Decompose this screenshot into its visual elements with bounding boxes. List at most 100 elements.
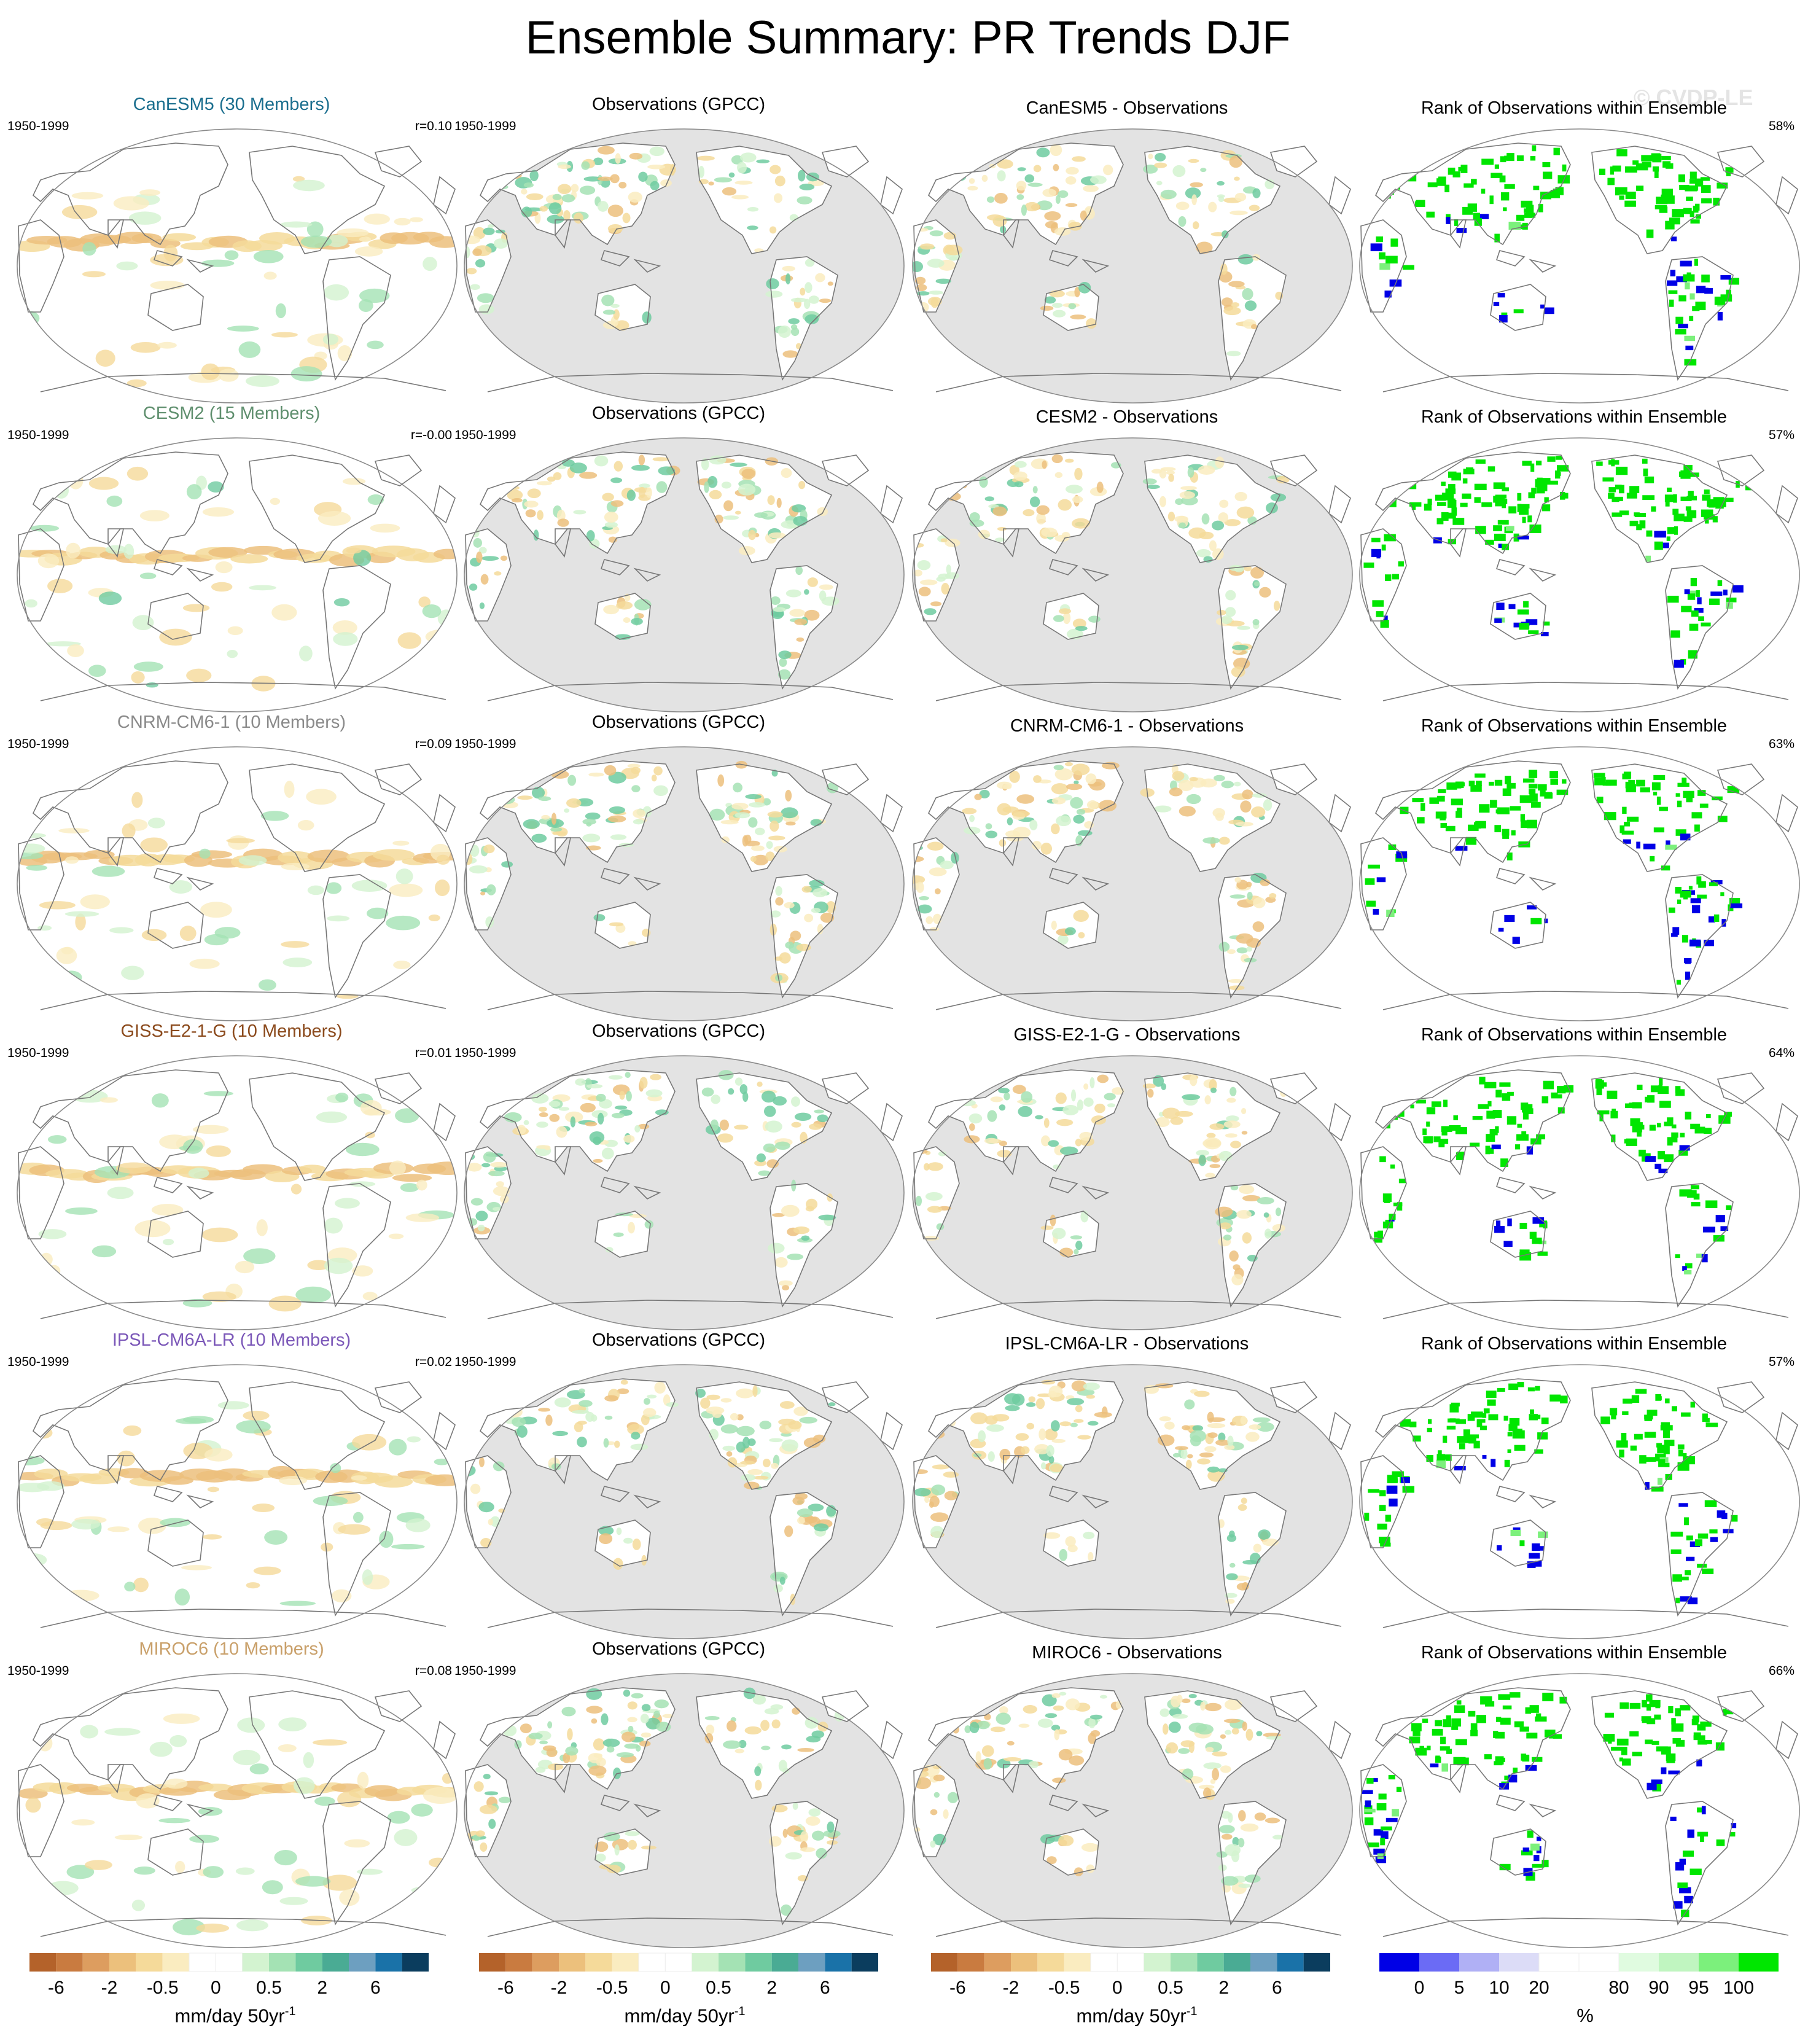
correlation-label: r=0.10 xyxy=(415,119,452,133)
model-map xyxy=(17,746,458,1021)
diff-map xyxy=(912,128,1353,404)
colorbar-swatch xyxy=(1499,1953,1539,1972)
colorbar-tick-label: -6 xyxy=(497,1978,514,1998)
colorbar-swatch xyxy=(402,1953,429,1972)
obs-panel-title: Observations (GPCC) xyxy=(591,712,765,732)
obs-panel-title: Observations (GPCC) xyxy=(591,1639,765,1659)
colorbar-tick-label: -2 xyxy=(551,1978,567,1998)
model-panel-title: IPSL-CM6A-LR (10 Members) xyxy=(112,1330,351,1350)
colorbar-tick-label: 80 xyxy=(1608,1978,1629,1998)
colorbar-tick-label: 20 xyxy=(1529,1978,1549,1998)
diff-map xyxy=(912,1055,1353,1330)
trend-colorbar: -6 -2 -0.5 0 0.5 2 6 mm/day 50yr-1 xyxy=(29,1952,441,2027)
colorbar-tick-label: -0.5 xyxy=(596,1978,628,1998)
panel-obs-row5: Observations (GPCC) 1950-1999 xyxy=(454,1330,905,1641)
period-label: 1950-1999 xyxy=(454,119,516,133)
panel-diff-row6: MIROC6 - Observations xyxy=(903,1643,1353,1950)
colorbar-tick-label: 0 xyxy=(1414,1978,1425,1998)
colorbar-swatch xyxy=(798,1953,825,1972)
model-map xyxy=(17,1364,458,1639)
model-panel-title: CESM2 (15 Members) xyxy=(142,404,321,423)
colorbar-swatch xyxy=(585,1953,612,1972)
colorbar-swatch xyxy=(322,1953,349,1972)
colorbar-swatch xyxy=(269,1953,296,1972)
rank-percent-label: 57% xyxy=(1768,428,1795,442)
period-label: 1950-1999 xyxy=(7,1046,69,1060)
colorbar-swatch xyxy=(532,1953,559,1972)
colorbar-tick-label: 6 xyxy=(370,1978,381,1998)
period-label: 1950-1999 xyxy=(7,1355,69,1369)
obs-panel-title: Observations (GPCC) xyxy=(591,1021,765,1041)
colorbar-swatch xyxy=(1303,1953,1330,1972)
colorbar-unit: mm/day 50yr-1 xyxy=(1076,2005,1198,2027)
colorbar-swatch xyxy=(505,1953,532,1972)
colorbar-swatch xyxy=(1011,1953,1038,1972)
colorbar-tick-label: 6 xyxy=(1272,1978,1282,1998)
colorbar-tick-label: 0.5 xyxy=(256,1978,282,1998)
colorbar-swatch xyxy=(1739,1953,1779,1972)
panel-model-row5: IPSL-CM6A-LR (10 Members) 1950-1999 r=0.02 xyxy=(7,1330,458,1641)
colorbar-swatch xyxy=(1277,1953,1304,1972)
colorbar-swatch xyxy=(1379,1953,1419,1972)
colorbar-swatch xyxy=(1197,1953,1224,1972)
colorbar-tick-label: 2 xyxy=(1218,1978,1229,1998)
rank-percent-label: 57% xyxy=(1768,1355,1795,1369)
diff-panel-title: GISS-E2-1-G - Observations xyxy=(1013,1025,1241,1045)
panel-rank-row4: Rank of Observations within Ensemble 64% xyxy=(1350,1025,1800,1332)
diff-panel-title: MIROC6 - Observations xyxy=(1032,1643,1222,1663)
colorbar-swatch xyxy=(189,1952,216,1972)
colorbar-swatch xyxy=(1538,1952,1580,1972)
colorbar-unit: mm/day 50yr-1 xyxy=(174,2005,296,2027)
rank-panel-title: Rank of Observations within Ensemble xyxy=(1420,407,1728,427)
model-panel-title: CNRM-CM6-1 (10 Members) xyxy=(117,712,346,732)
obs-map xyxy=(464,128,905,404)
model-map xyxy=(17,1055,458,1330)
trend-colorbar: -6 -2 -0.5 0 0.5 2 6 mm/day 50yr-1 xyxy=(479,1952,890,2027)
diff-panel-title: IPSL-CM6A-LR - Observations xyxy=(1005,1334,1249,1354)
panel-rank-row3: Rank of Observations within Ensemble 63% xyxy=(1350,716,1800,1023)
colorbar-swatch xyxy=(1116,1952,1145,1972)
panel-model-row2: CESM2 (15 Members) 1950-1999 r=-0.00 xyxy=(7,404,458,714)
colorbar-swatch xyxy=(29,1953,57,1972)
diff-panel-title: CESM2 - Observations xyxy=(1035,407,1218,427)
rank-panel-title: Rank of Observations within Ensemble xyxy=(1420,1025,1728,1045)
panel-obs-row6: Observations (GPCC) 1950-1999 xyxy=(454,1639,905,1950)
rank-panel-title: Rank of Observations within Ensemble xyxy=(1420,1334,1728,1354)
panel-rank-row1: Rank of Observations within Ensemble 58% xyxy=(1350,98,1800,405)
colorbar-swatch xyxy=(638,1952,666,1972)
rank-percent-label: 58% xyxy=(1768,119,1795,133)
colorbar-swatch xyxy=(162,1953,189,1972)
model-map xyxy=(17,437,458,712)
panel-diff-row4: GISS-E2-1-G - Observations xyxy=(903,1025,1353,1332)
period-label: 1950-1999 xyxy=(7,119,69,133)
colorbar-swatch xyxy=(771,1953,798,1972)
panel-rank-row5: Rank of Observations within Ensemble 57% xyxy=(1350,1334,1800,1641)
rank-map xyxy=(1359,746,1800,1021)
colorbar-tick-label: 0 xyxy=(1112,1978,1123,1998)
period-label: 1950-1999 xyxy=(454,428,516,442)
obs-panel-title: Observations (GPCC) xyxy=(591,1330,765,1350)
colorbar-swatch xyxy=(1144,1953,1171,1972)
obs-map xyxy=(464,1055,905,1330)
rank-percent-label: 66% xyxy=(1768,1664,1795,1678)
obs-panel-title: Observations (GPCC) xyxy=(591,95,765,114)
colorbar-tick-label: -0.5 xyxy=(1048,1978,1080,1998)
colorbar-tick-label: 0.5 xyxy=(1158,1978,1183,1998)
panel-obs-row3: Observations (GPCC) 1950-1999 xyxy=(454,712,905,1023)
obs-map xyxy=(464,746,905,1021)
model-map xyxy=(17,1673,458,1948)
correlation-label: r=0.08 xyxy=(415,1664,452,1678)
period-label: 1950-1999 xyxy=(7,428,69,442)
colorbar-tick-label: -2 xyxy=(1003,1978,1019,1998)
diff-map xyxy=(912,437,1353,712)
colorbar-tick-label: 0 xyxy=(660,1978,671,1998)
colorbar-swatch xyxy=(295,1953,322,1972)
colorbar-swatch xyxy=(56,1953,83,1972)
obs-map xyxy=(464,437,905,712)
colorbar-tick-label: 6 xyxy=(820,1978,830,1998)
panel-obs-row4: Observations (GPCC) 1950-1999 xyxy=(454,1021,905,1332)
colorbar-swatch xyxy=(109,1953,136,1972)
colorbar-swatch xyxy=(215,1952,243,1972)
colorbar-swatch xyxy=(745,1953,772,1972)
diff-map xyxy=(912,1364,1353,1639)
